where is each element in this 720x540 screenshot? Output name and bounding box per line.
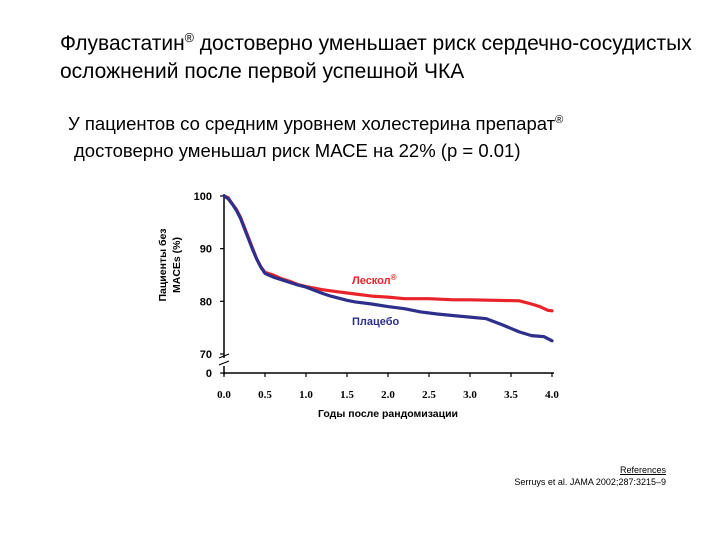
title-text-2: достоверно уменьшает риск сердечно-сосуд… (60, 32, 692, 83)
title-registered-mark: ® (184, 31, 194, 45)
y-tick-label: 70 (200, 349, 212, 361)
series-line-leskol (222, 194, 554, 313)
y-axis-label: Пациенты без (157, 228, 169, 301)
y-tick-label: 100 (194, 191, 212, 203)
subtitle-registered-mark: ® (555, 113, 564, 126)
x-tick-label: 3.5 (504, 389, 518, 401)
x-tick-label: 2.5 (422, 389, 436, 401)
slide-subtitle: У пациентов со средним уровнем холестери… (68, 110, 688, 164)
title-text-1: Флувастатин (60, 32, 185, 55)
x-tick-label: 0.5 (258, 389, 272, 401)
series-label-leskol: Лескол® (352, 273, 397, 288)
series-label-placebo: Плацебо (352, 316, 400, 328)
references-link[interactable]: References (619, 465, 666, 475)
subtitle-text-2: достоверно уменьшал риск МАСЕ на 22% (р … (74, 140, 521, 161)
x-axis-label: Годы после рандомизации (318, 408, 458, 420)
x-tick-label: 1.5 (340, 389, 354, 401)
x-tick-label: 2.0 (381, 389, 395, 401)
slide-title: Флувастатин® достоверно уменьшает риск с… (60, 30, 700, 86)
x-tick-label: 0.0 (217, 389, 231, 401)
y-tick-label: 90 (200, 244, 212, 256)
reference-citation: Serruys et al. JAMA 2002;287:3215–9 (514, 477, 666, 487)
y-tick-label: 0 (206, 368, 212, 380)
series-line-placebo (222, 194, 554, 343)
references-block: References Serruys et al. JAMA 2002;287:… (514, 464, 666, 488)
x-tick-label: 4.0 (545, 389, 559, 401)
x-tick-label: 1.0 (299, 389, 313, 401)
y-tick-label: 80 (200, 296, 212, 308)
y-axis-label-line2: MACEs (%) (171, 237, 183, 293)
subtitle-text-1: У пациентов со средним уровнем холестери… (68, 113, 556, 134)
axis-break-mark (218, 360, 230, 366)
x-tick-label: 3.0 (463, 389, 477, 401)
axis-break-mark (218, 353, 230, 359)
